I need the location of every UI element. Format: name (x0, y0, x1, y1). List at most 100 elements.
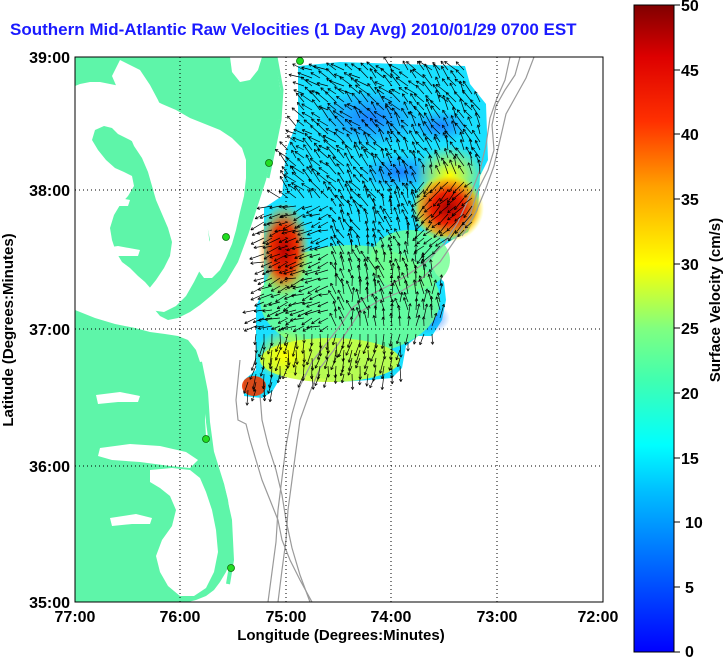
velocity-arrowhead (430, 259, 433, 263)
velocity-arrowhead (356, 307, 360, 310)
velocity-arrow (289, 309, 305, 316)
velocity-arrow (416, 189, 425, 198)
velocity-arrow (399, 71, 409, 79)
velocity-arrowhead (341, 141, 345, 143)
velocity-arrowhead (366, 61, 369, 65)
velocity-arrowhead (366, 241, 369, 245)
velocity-arrow (318, 293, 329, 296)
velocity-arrowhead (363, 131, 367, 135)
velocity-arrowhead (287, 365, 290, 369)
velocity-arrowhead (336, 229, 338, 233)
velocity-arrowhead (418, 303, 421, 307)
velocity-arrow (431, 105, 441, 119)
velocity-arrowhead (361, 146, 365, 149)
colorbar-tick-label: 50 (681, 0, 699, 15)
velocity-arrow (451, 120, 457, 135)
velocity-arrowhead (423, 316, 426, 320)
velocity-arrow (315, 285, 329, 293)
velocity-arrowhead (443, 160, 447, 164)
velocity-arrow (309, 341, 313, 352)
velocity-arrowhead (464, 102, 468, 104)
velocity-arrowhead (411, 191, 414, 195)
velocity-arrowhead (397, 131, 401, 134)
velocity-arrowhead (317, 357, 321, 360)
velocity-arrowhead (381, 346, 385, 349)
velocity-arrowhead (424, 288, 428, 292)
velocity-arrow (415, 85, 425, 95)
velocity-arrow (347, 251, 353, 263)
velocity-arrowhead (269, 257, 273, 259)
velocity-arrow (306, 166, 313, 175)
velocity-arrowhead (359, 309, 362, 313)
velocity-arrow (373, 357, 377, 368)
velocity-arrowhead (304, 132, 308, 135)
velocity-arrow (371, 101, 377, 111)
velocity-arrowhead (422, 252, 425, 256)
velocity-arrowhead (422, 258, 425, 262)
velocity-arrow (319, 341, 321, 357)
velocity-arrow (258, 341, 265, 358)
velocity-arrowhead (286, 135, 289, 139)
velocity-arrowhead (435, 279, 437, 283)
velocity-arrow (292, 285, 305, 289)
velocity-arrowhead (268, 215, 272, 219)
velocity-arrowhead (469, 138, 473, 142)
velocity-arrowhead (364, 258, 367, 262)
velocity-arrowhead (348, 360, 352, 363)
velocity-arrowhead (455, 147, 459, 150)
velocity-arrowhead (376, 189, 380, 192)
velocity-arrowhead (279, 141, 283, 143)
velocity-arrow (287, 349, 290, 366)
velocity-arrowhead (372, 364, 375, 368)
velocity-arrowhead (457, 233, 459, 237)
velocity-arrow (397, 275, 401, 287)
velocity-arrow (418, 112, 425, 127)
velocity-arrow (318, 205, 329, 212)
velocity-arrowhead (318, 70, 321, 74)
velocity-arrowhead (398, 304, 401, 308)
velocity-arrow (266, 189, 281, 199)
velocity-arrowhead (373, 198, 376, 201)
velocity-arrow (433, 197, 441, 207)
velocity-arrowhead (372, 198, 374, 202)
velocity-arrow (423, 303, 428, 319)
velocity-arrow (357, 300, 361, 311)
velocity-arrow (438, 94, 449, 103)
velocity-arrowhead (440, 61, 442, 65)
velocity-arrowhead (316, 122, 319, 127)
velocity-arrowhead (372, 206, 376, 210)
velocity-arrow (366, 281, 369, 295)
velocity-arrow (305, 309, 321, 315)
velocity-arrowhead (384, 356, 387, 360)
velocity-arrowhead (441, 274, 444, 278)
velocity-arrowhead (378, 168, 380, 172)
velocity-arrowhead (386, 152, 390, 156)
velocity-arrowhead (291, 107, 294, 111)
velocity-arrow (423, 237, 433, 245)
velocity-arrowhead (292, 288, 296, 290)
velocity-arrow (343, 72, 353, 79)
velocity-arrowhead (392, 107, 396, 110)
velocity-arrowhead (330, 225, 334, 228)
velocity-arrowhead (428, 222, 432, 224)
velocity-arrowhead (463, 215, 467, 219)
velocity-arrowhead (447, 204, 451, 206)
velocity-arrowhead (335, 194, 337, 199)
velocity-arrowhead (360, 153, 364, 156)
velocity-arrowhead (304, 86, 307, 90)
velocity-arrowhead (303, 144, 307, 147)
velocity-arrowhead (421, 252, 424, 256)
velocity-arrow (404, 280, 409, 295)
velocity-arrowhead (349, 196, 353, 198)
velocity-arrow (348, 349, 353, 363)
velocity-arrow (444, 61, 457, 71)
velocity-arrowhead (309, 376, 312, 380)
velocity-arrow (320, 190, 329, 199)
velocity-arrowhead (286, 157, 290, 159)
velocity-arrow (299, 261, 313, 267)
velocity-arrow (294, 365, 297, 376)
velocity-arrowhead (318, 105, 321, 109)
velocity-arrowhead (299, 263, 302, 267)
velocity-arrowhead (323, 384, 325, 388)
velocity-arrowhead (378, 370, 381, 374)
